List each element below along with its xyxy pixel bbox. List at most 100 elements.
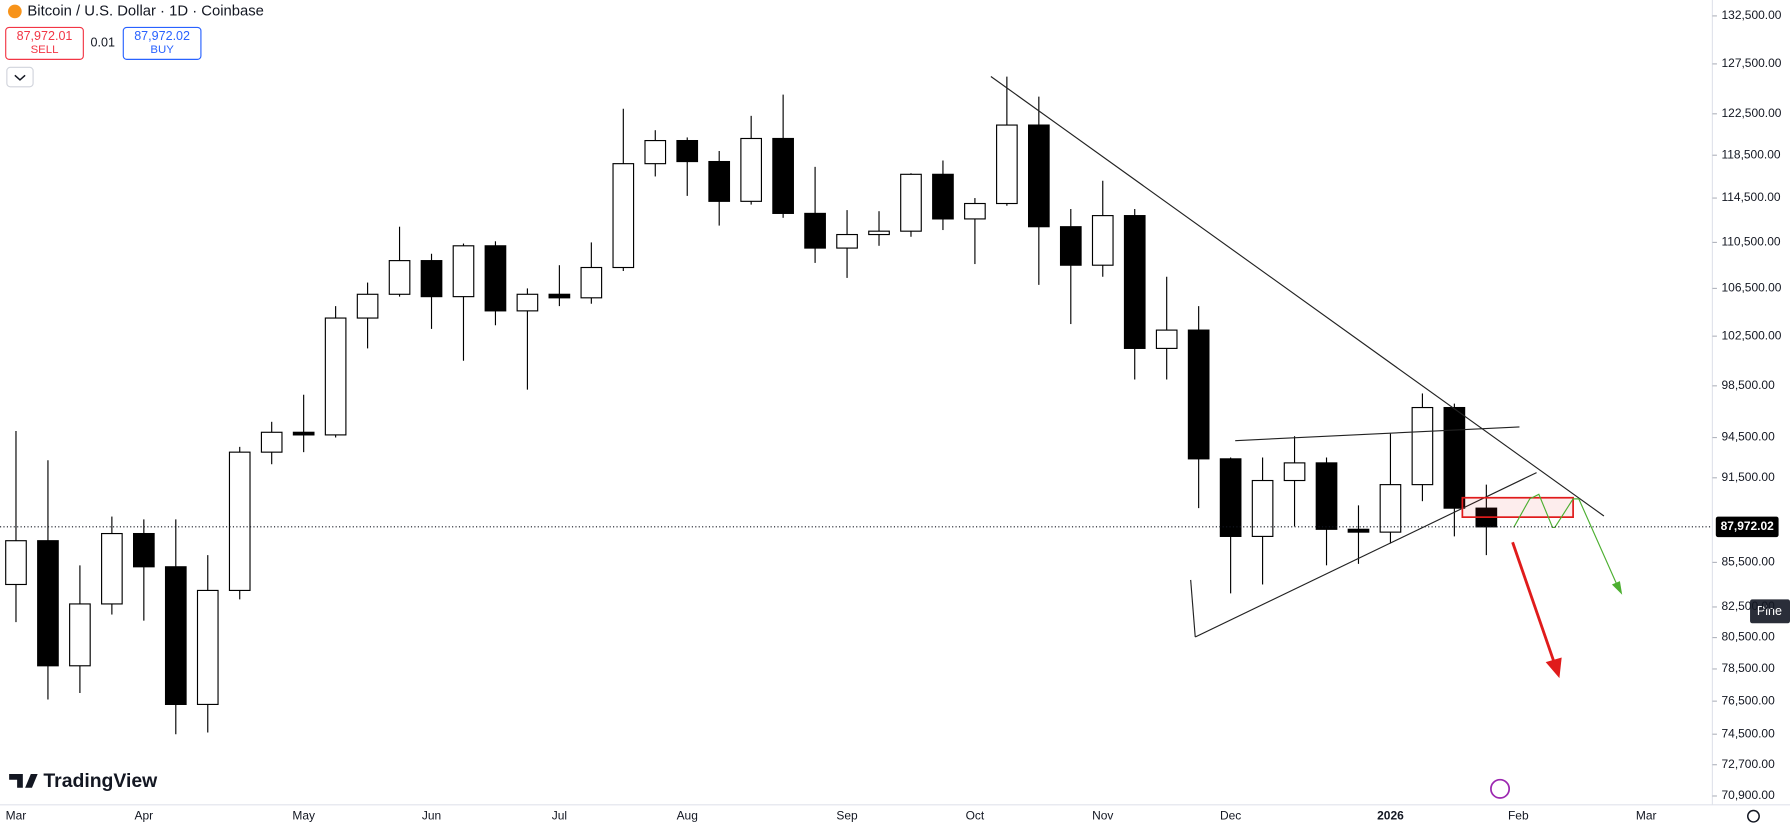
x-tick-label: Feb <box>1508 808 1529 822</box>
candle-body <box>260 431 283 453</box>
x-tick-label: Jun <box>422 808 441 822</box>
candle-body <box>69 603 91 667</box>
x-tick-label: Sep <box>836 808 858 822</box>
candle-body <box>804 212 826 249</box>
candle-body <box>37 540 59 667</box>
candle-body <box>580 266 603 299</box>
candle-body <box>1027 124 1050 228</box>
candle-body <box>5 540 27 586</box>
arrow-head <box>1611 581 1623 595</box>
candle-body <box>676 139 699 163</box>
candle-body <box>1315 462 1338 530</box>
x-tick-label: May <box>292 808 315 822</box>
plot-area <box>5 76 1498 735</box>
y-tick-label: 110,500.00 <box>1722 235 1781 249</box>
candle-body <box>196 589 219 705</box>
trend-line <box>1190 579 1196 638</box>
x-tick-label: Apr <box>135 808 154 822</box>
y-tick-label: 85,500.00 <box>1722 555 1776 569</box>
y-tick-label: 72,700.00 <box>1722 757 1776 771</box>
ai-icon[interactable] <box>1490 778 1511 799</box>
candle-body <box>836 233 858 249</box>
y-tick-label: 122,500.00 <box>1722 106 1782 120</box>
collapse-button[interactable] <box>6 66 34 88</box>
trend-line <box>1194 472 1537 638</box>
y-tick-label: 80,500.00 <box>1722 630 1776 644</box>
candle-body <box>548 293 571 299</box>
sell-button[interactable] <box>5 26 84 60</box>
sell-price: 87,972.01 <box>17 29 73 43</box>
trend-line <box>990 76 1605 517</box>
candle-body <box>292 431 315 436</box>
candle-body <box>1283 462 1306 482</box>
candle-body <box>420 260 443 298</box>
candle-body <box>516 293 539 312</box>
y-tick-label: 70,900.00 <box>1722 788 1776 802</box>
price-label-box <box>1715 516 1779 538</box>
candle-body <box>1187 329 1210 460</box>
candle-body <box>356 293 379 319</box>
y-tick-label: 114,500.00 <box>1722 190 1781 204</box>
chevron <box>14 74 26 81</box>
pine-text: Pine <box>1757 604 1782 618</box>
candle-body <box>1379 484 1402 533</box>
x-tick-label: 2026 <box>1377 808 1404 822</box>
candle-body <box>1123 215 1146 349</box>
y-tick-label: 98,500.00 <box>1722 378 1776 392</box>
y-tick-label: 76,500.00 <box>1722 693 1776 707</box>
candle-body <box>1347 528 1370 533</box>
y-tick-label: 82,500.00 <box>1722 599 1776 613</box>
x-tick-label: Mar <box>1636 808 1657 822</box>
x-tick-label: Mar <box>6 808 27 822</box>
chart-title: Bitcoin / U.S. Dollar · 1D · Coinbase <box>27 3 264 19</box>
brand-logo <box>9 773 38 788</box>
candle-body <box>964 202 986 220</box>
sell-text: SELL <box>31 44 59 56</box>
candle-body <box>228 451 251 592</box>
candle-body <box>996 124 1018 205</box>
candle-body <box>1251 479 1274 537</box>
candle-body <box>1091 215 1114 266</box>
zone-box <box>1461 496 1574 518</box>
x-tick-label: Dec <box>1220 808 1241 822</box>
x-tick-label: Aug <box>677 808 698 822</box>
candle-body <box>101 532 123 605</box>
candle-body <box>644 139 667 165</box>
candle-body <box>900 173 922 232</box>
y-tick-label: 91,500.00 <box>1722 470 1776 484</box>
y-tick-label: 127,500.00 <box>1722 56 1782 70</box>
y-tick-label: 132,500.00 <box>1722 8 1782 22</box>
x-tick-label: Oct <box>966 808 985 822</box>
trend-line <box>1235 426 1520 442</box>
spread: 0.01 <box>91 36 115 50</box>
candle-body <box>452 245 475 298</box>
brand-name: TradingView <box>43 770 158 792</box>
candle-body <box>932 173 954 220</box>
settings-icon[interactable] <box>1747 809 1760 823</box>
pine-badge[interactable] <box>1750 599 1790 624</box>
drawings <box>990 76 1623 679</box>
candle-body <box>1411 406 1434 486</box>
candle-body <box>740 137 763 202</box>
projection <box>1513 493 1621 592</box>
candle-body <box>1155 329 1178 349</box>
candle-body <box>164 566 187 705</box>
buy-price: 87,972.02 <box>134 29 190 43</box>
candle-body <box>868 230 890 236</box>
candle-body <box>388 260 411 295</box>
candle-body <box>1059 226 1082 266</box>
coin-icon <box>7 4 22 19</box>
price-label: 87,972.02 <box>1721 519 1775 533</box>
y-tick-label: 74,500.00 <box>1722 726 1776 740</box>
y-tick-label: 102,500.00 <box>1722 328 1782 342</box>
candle-body <box>1443 406 1466 509</box>
candle-body <box>612 163 635 269</box>
y-tick-label: 106,500.00 <box>1722 281 1782 295</box>
candle-body <box>708 160 731 202</box>
candle-body <box>132 532 155 568</box>
buy-button[interactable] <box>122 26 202 60</box>
arrow-head <box>1545 657 1562 679</box>
candle-body <box>324 317 347 436</box>
